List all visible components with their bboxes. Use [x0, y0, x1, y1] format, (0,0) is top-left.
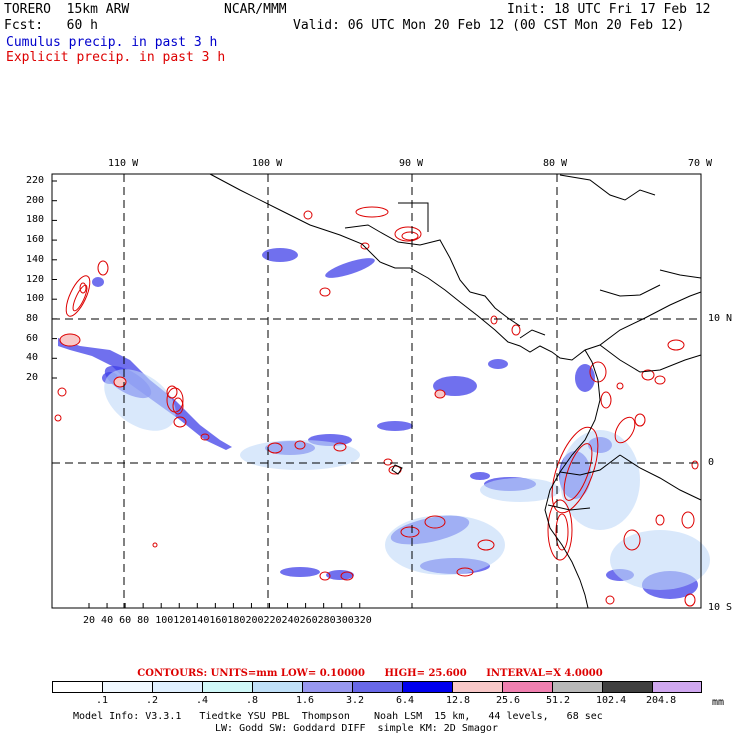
contours-units-low: CONTOURS: UNITS=mm LOW= 0.10000 — [137, 668, 365, 679]
model-title: TORERO 15km ARW — [4, 2, 130, 17]
color-scale-label: 102.4 — [596, 695, 627, 706]
color-swatch — [152, 681, 202, 693]
bottom-axis-label: 200 — [245, 615, 264, 626]
left-axis-label: 100 — [26, 293, 45, 305]
left-axis-label: 140 — [26, 253, 45, 265]
color-scale-bar — [52, 681, 702, 693]
bottom-axis-label: 320 — [353, 615, 372, 626]
bottom-axis-label: 180 — [227, 615, 246, 626]
color-scale-label: 3.2 — [346, 695, 365, 706]
color-swatch — [352, 681, 402, 693]
init-time: Init: 18 UTC Fri 17 Feb 12 — [507, 2, 711, 17]
left-axis-label: 200 — [26, 194, 45, 206]
bottom-axis-label: 60 — [119, 615, 132, 626]
right-lat-label: 10 S — [708, 602, 733, 613]
bottom-axis-label: 140 — [191, 615, 210, 626]
bottom-axis-label: 160 — [209, 615, 228, 626]
bottom-axis-label: 20 — [83, 615, 96, 626]
bottom-axis-label: 40 — [101, 615, 114, 626]
organization: NCAR/MMM — [224, 2, 287, 17]
physics-info-line: LW: Godd SW: Goddard DIFF simple KM: 2D … — [215, 723, 498, 734]
bottom-axis-label: 300 — [335, 615, 354, 626]
lat-lon-grid — [52, 174, 701, 608]
bottom-axis-label: 280 — [317, 615, 336, 626]
color-scale-label: .8 — [246, 695, 259, 706]
color-scale-label: 1.6 — [296, 695, 315, 706]
color-scale-label: 25.6 — [496, 695, 521, 706]
map-frame — [51, 173, 702, 609]
color-swatch — [502, 681, 552, 693]
top-lon-label: 90 W — [399, 158, 424, 169]
bottom-axis-label: 100 — [155, 615, 174, 626]
contours-high: HIGH= 25.600 — [384, 668, 467, 679]
left-axis-label: 40 — [26, 352, 39, 364]
model-info-line: Model Info: V3.3.1 Tiedtke YSU PBL Thomp… — [73, 711, 603, 722]
color-swatch — [102, 681, 152, 693]
explicit-precip-label: Explicit precip. in past 3 h — [6, 50, 226, 65]
bottom-axis-label: 220 — [263, 615, 282, 626]
color-swatch — [452, 681, 502, 693]
left-axis-label: 80 — [26, 312, 39, 324]
high-precip-areas — [59, 333, 446, 399]
color-scale-label: 6.4 — [396, 695, 415, 706]
color-swatch — [552, 681, 602, 693]
color-swatch — [302, 681, 352, 693]
light-precip-areas — [104, 369, 710, 590]
top-lon-label: 70 W — [688, 158, 713, 169]
color-scale-label: 12.8 — [446, 695, 471, 706]
color-scale-label: .1 — [96, 695, 109, 706]
color-scale-label: .4 — [196, 695, 209, 706]
top-lon-label: 110 W — [108, 158, 139, 169]
color-swatch — [252, 681, 302, 693]
right-lat-label: 10 N — [708, 313, 733, 324]
explicit-precip-contours — [54, 206, 699, 607]
contour-info: CONTOURS: UNITS=mm LOW= 0.10000 HIGH= 25… — [0, 668, 740, 679]
axis-ticks — [52, 180, 361, 608]
top-lon-label: 100 W — [252, 158, 283, 169]
color-swatch — [602, 681, 652, 693]
color-scale-label: .2 — [146, 695, 159, 706]
left-axis-label: 120 — [26, 273, 45, 285]
left-axis-label: 180 — [26, 214, 45, 226]
bottom-axis-label: 260 — [299, 615, 318, 626]
color-scale-label: 204.8 — [646, 695, 677, 706]
left-axis-label: 220 — [26, 175, 45, 186]
color-scale-units: mm — [712, 697, 725, 708]
valid-time: Valid: 06 UTC Mon 20 Feb 12 (00 CST Mon … — [293, 18, 685, 33]
bottom-axis-label: 80 — [137, 615, 150, 626]
color-scale-label: 51.2 — [546, 695, 571, 706]
right-lat-label: 0 — [708, 457, 715, 468]
left-axis-label: 20 — [26, 372, 39, 383]
color-swatch — [52, 681, 102, 693]
bottom-axis-label: 120 — [173, 615, 192, 626]
color-swatch — [202, 681, 252, 693]
bottom-axis-label: 240 — [281, 615, 300, 626]
coastlines — [209, 173, 702, 609]
cumulus-precip-label: Cumulus precip. in past 3 h — [6, 35, 218, 50]
left-axis-label: 160 — [26, 234, 45, 246]
forecast-hour: Fcst: 60 h — [4, 18, 98, 33]
color-swatch — [652, 681, 702, 693]
contours-interval: INTERVAL=X 4.0000 — [486, 668, 603, 679]
top-lon-label: 80 W — [543, 158, 568, 169]
left-axis-label: 60 — [26, 332, 39, 344]
color-swatch — [402, 681, 452, 693]
